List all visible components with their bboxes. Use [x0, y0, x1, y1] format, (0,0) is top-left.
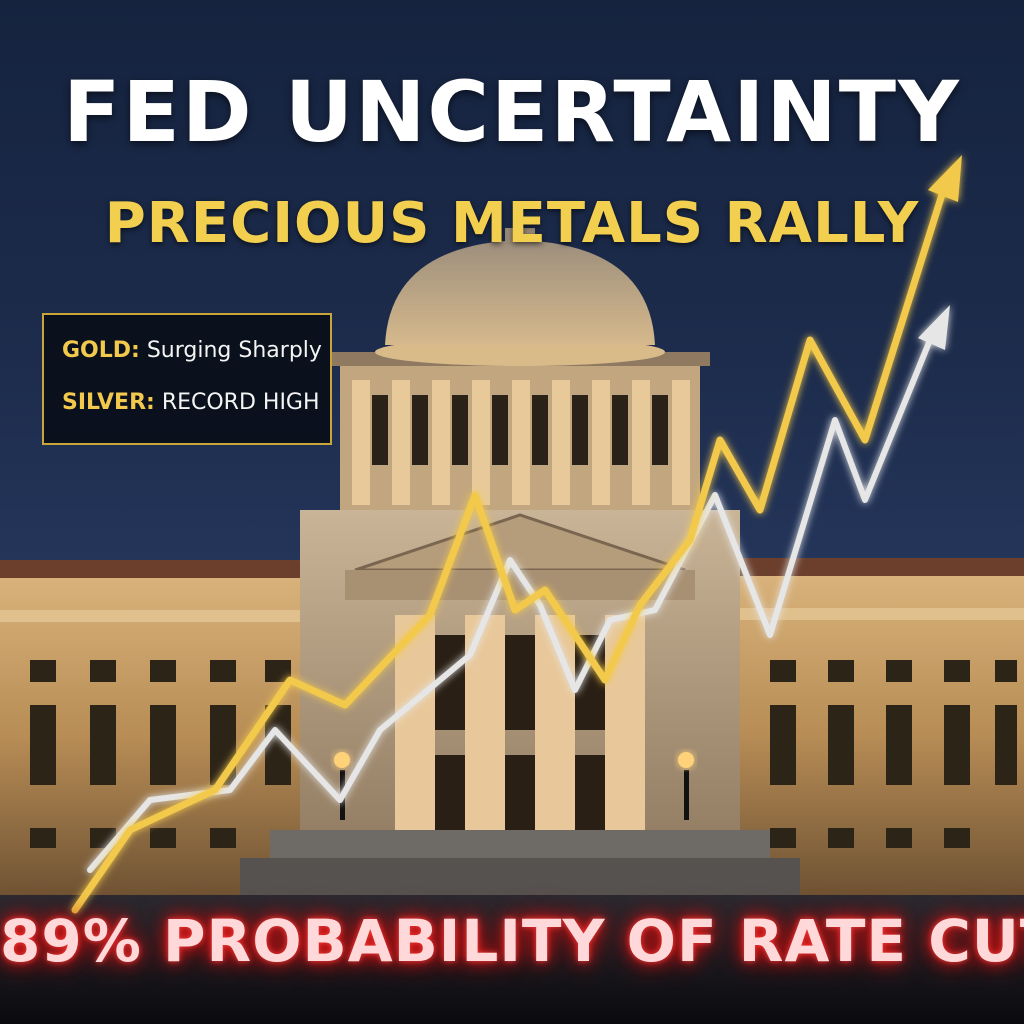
silver-trend-line [87, 305, 950, 873]
silver-text: RECORD HIGH [161, 390, 320, 415]
gold-trend-arrow-icon [928, 155, 962, 202]
silver-status: SILVER: RECORD HIGH [62, 391, 330, 415]
building-center [240, 510, 800, 900]
silver-trend-arrow-icon [918, 305, 950, 350]
headline: FED UNCERTAINTY [63, 63, 961, 161]
plaza-ground [0, 895, 1024, 1024]
building-right-wing [740, 558, 1024, 896]
silver-label: SILVER: [62, 390, 155, 415]
gold-status: GOLD: Surging Sharply [62, 339, 330, 363]
gold-text: Surging Sharply [146, 338, 322, 363]
metals-info-box: GOLD: Surging Sharply SILVER: RECORD HIG… [42, 313, 332, 445]
building-left-wing [0, 560, 310, 898]
building-dome [330, 228, 710, 510]
rate-cut-probability: 89% PROBABILITY OF RATE CUT [0, 907, 1024, 975]
gold-trend-line [71, 155, 962, 914]
subheadline: PRECIOUS METALS RALLY [104, 191, 920, 256]
gold-label: GOLD: [62, 338, 140, 363]
